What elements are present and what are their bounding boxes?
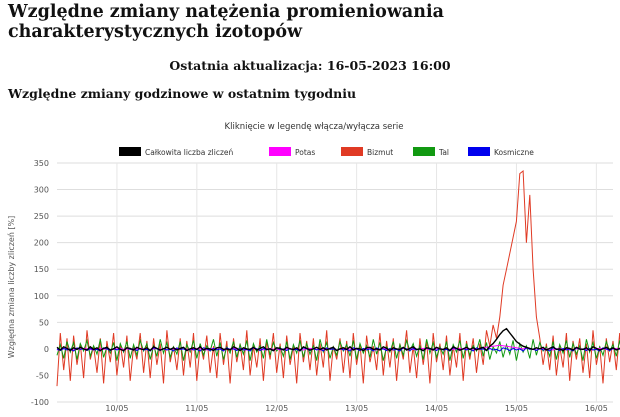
legend-item[interactable]: Potas <box>269 147 315 157</box>
legend-swatch <box>468 147 490 156</box>
legend-item[interactable]: Całkowita liczba zliczeń <box>119 147 234 157</box>
y-tick-label: 50 <box>39 318 49 327</box>
x-tick-label: 11/05 <box>185 404 208 413</box>
chart-legend: Całkowita liczba zliczeń Potas Bizmut Tal Ko… <box>119 147 534 157</box>
y-tick-label: 100 <box>34 292 49 301</box>
x-tick-label: 10/05 <box>105 404 128 413</box>
series-line-bizmut <box>56 170 620 387</box>
chart-subtitle: Kliknięcie w legendę włącza/wyłącza seri… <box>225 122 404 132</box>
legend-item[interactable]: Kosmiczne <box>468 147 534 157</box>
y-tick-label: -50 <box>36 371 49 380</box>
y-tick-label: 150 <box>34 265 49 274</box>
chart-container: Kliknięcie w legendę włącza/wyłącza seri… <box>0 112 620 413</box>
y-tick-label: 300 <box>34 186 49 195</box>
x-tick-label: 15/05 <box>505 404 528 413</box>
relative-changes-chart: Kliknięcie w legendę włącza/wyłącza seri… <box>7 122 620 413</box>
x-tick-label: 14/05 <box>425 404 448 413</box>
y-tick-label: 250 <box>34 212 49 221</box>
y-tick-label: 0 <box>44 345 49 354</box>
y-tick-label: 200 <box>34 239 49 248</box>
legend-label: Kosmiczne <box>494 148 534 157</box>
chart-series <box>56 170 620 387</box>
y-axis-ticks: -100 -50 0 50 100 150 200 250 300 350 <box>31 159 49 407</box>
legend-swatch <box>119 147 141 156</box>
legend-label: Tal <box>438 148 449 157</box>
y-tick-label: 350 <box>34 159 49 168</box>
legend-item[interactable]: Bizmut <box>341 147 393 157</box>
y-tick-label: -100 <box>31 398 49 407</box>
x-tick-label: 12/05 <box>265 404 288 413</box>
x-axis-ticks: 10/05 11/05 12/05 13/05 14/05 15/05 16/05 <box>105 404 607 413</box>
legend-swatch <box>269 147 291 156</box>
legend-swatch <box>413 147 435 156</box>
page-title: Względne zmiany natężenia promieniowania… <box>8 2 444 42</box>
legend-item[interactable]: Tal <box>413 147 449 157</box>
section-title: Względne zmiany godzinowe w ostatnim tyg… <box>8 86 357 101</box>
x-tick-label: 13/05 <box>345 404 368 413</box>
legend-label: Potas <box>295 148 315 157</box>
y-axis-label: Względna zmiana liczby zliczeń [%] <box>7 216 16 359</box>
legend-label: Całkowita liczba zliczeń <box>145 148 234 157</box>
legend-swatch <box>341 147 363 156</box>
x-tick-label: 16/05 <box>585 404 608 413</box>
last-update-label: Ostatnia aktualizacja: 16-05-2023 16:00 <box>169 58 451 73</box>
series-line-ca-kowita-liczba-zlicze- <box>56 327 620 352</box>
legend-label: Bizmut <box>367 148 393 157</box>
